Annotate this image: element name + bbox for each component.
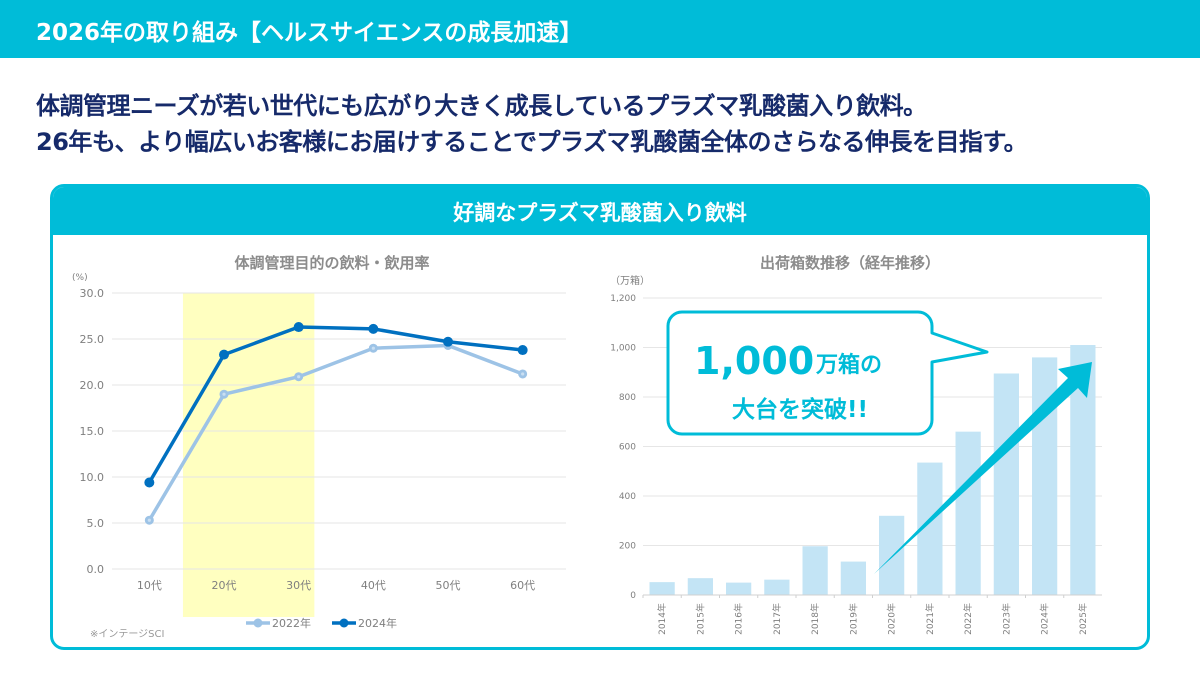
data-point <box>219 349 229 360</box>
highlight-band <box>182 293 315 617</box>
x-tick-label: 2020年 <box>886 603 898 635</box>
line-chart-y-unit: (%) <box>72 273 88 283</box>
y-tick-label: 25.0 <box>80 333 105 346</box>
panel-header: 好調なプラズマ乳酸菌入り飲料 <box>53 187 1147 235</box>
y-tick-label: 15.0 <box>80 425 105 438</box>
headline: 体調管理ニーズが若い世代にも広がり大きく成長しているプラズマ乳酸菌入り飲料。 2… <box>36 88 1186 160</box>
x-tick-label: 2025年 <box>1077 603 1089 635</box>
x-tick-label: 2018年 <box>809 603 821 635</box>
x-tick-label: 2015年 <box>694 603 706 635</box>
bar-2018年 <box>802 546 828 595</box>
y-tick-label: 200 <box>619 542 636 552</box>
y-tick-label: 600 <box>619 443 636 453</box>
x-tick-label: 2021年 <box>924 603 936 635</box>
line-chart: 体調管理目的の飲料・飲用率 (%) 0.0 5.0 10.0 15.0 20.0 25.0 30… <box>72 254 566 640</box>
header-bar: 2026年の取り組み【ヘルスサイエンスの成長加速】 <box>0 0 1200 58</box>
data-point-center <box>521 372 525 376</box>
x-tick-label: 2017年 <box>771 603 783 635</box>
callout-line-2: 大台を突破!! <box>732 396 868 423</box>
legend-label: 2024年 <box>358 616 397 630</box>
bar-2015年 <box>687 578 713 595</box>
line-chart-legend: 2022年 2024年 <box>246 616 397 630</box>
trend-arrow-icon <box>874 362 1092 574</box>
panel-title: 好調なプラズマ乳酸菌入り飲料 <box>453 201 747 225</box>
bar-chart: 出荷箱数推移（経年推移） （万箱） 0 200 400 600 800 1,000 1,200 2… <box>610 254 1102 635</box>
bar-2023年 <box>993 373 1019 595</box>
callout-outline <box>666 310 989 436</box>
data-point-center <box>297 375 301 379</box>
x-tick-label: 2019年 <box>847 603 859 635</box>
bar-2016年 <box>726 582 752 595</box>
x-tick-label: 2023年 <box>1000 603 1012 635</box>
headline-line-1: 体調管理ニーズが若い世代にも広がり大きく成長しているプラズマ乳酸菌入り飲料。 <box>36 92 927 120</box>
page-title: 2026年の取り組み【ヘルスサイエンスの成長加速】 <box>36 20 583 46</box>
bar-2017年 <box>764 579 790 595</box>
y-tick-label: 800 <box>619 393 636 403</box>
bar-2022年 <box>955 431 981 595</box>
x-tick-label: 2016年 <box>733 603 745 635</box>
data-point <box>443 336 453 347</box>
legend-swatch-marker <box>253 618 263 628</box>
data-point <box>368 323 379 334</box>
y-tick-label: 0 <box>630 591 636 601</box>
y-tick-label: 1,200 <box>610 294 636 304</box>
y-tick-label: 400 <box>619 492 636 502</box>
line-chart-title: 体調管理目的の飲料・飲用率 <box>234 254 429 272</box>
x-tick-label: 2024年 <box>1039 603 1051 635</box>
x-tick-label: 50代 <box>436 579 461 592</box>
x-tick-label: 20代 <box>212 579 237 592</box>
legend-label: 2022年 <box>272 616 311 630</box>
bar-2020年 <box>879 515 905 595</box>
x-tick-label: 60代 <box>510 579 535 592</box>
data-point-center <box>147 518 151 522</box>
data-point-center <box>222 392 226 396</box>
y-tick-label: 0.0 <box>87 563 105 576</box>
data-point <box>144 477 155 488</box>
bar-2019年 <box>840 561 866 595</box>
data-point-center <box>371 346 375 350</box>
y-tick-label: 5.0 <box>87 517 105 530</box>
x-tick-label: 2014年 <box>656 603 668 635</box>
headline-line-2: 26年も、より幅広いお客様にお届けすることでプラズマ乳酸菌全体のさらなる伸長を目… <box>36 128 1028 156</box>
y-tick-label: 1,000 <box>610 344 636 354</box>
series-line-2024年 <box>147 325 523 484</box>
callout-big-number: 1,000 <box>694 339 814 383</box>
y-tick-label: 20.0 <box>80 379 105 392</box>
data-point <box>293 322 304 333</box>
x-tick-label: 10代 <box>137 579 162 592</box>
bar-2014年 <box>649 582 675 595</box>
bar-chart-y-unit: （万箱） <box>610 274 650 287</box>
y-tick-label: 10.0 <box>80 471 105 484</box>
callout-unit: 万箱の <box>815 352 882 378</box>
x-tick-label: 40代 <box>361 579 386 592</box>
bar-chart-title: 出荷箱数推移（経年推移） <box>760 254 940 272</box>
legend-swatch-marker <box>339 618 349 628</box>
series-line-2022年 <box>147 343 524 522</box>
source-note: ※インテージSCI <box>90 629 164 640</box>
y-tick-label: 30.0 <box>80 287 105 300</box>
x-tick-label: 2022年 <box>962 603 974 635</box>
trend-arrow-shape <box>874 362 1092 574</box>
data-point <box>517 345 528 356</box>
x-tick-label: 30代 <box>286 579 311 592</box>
